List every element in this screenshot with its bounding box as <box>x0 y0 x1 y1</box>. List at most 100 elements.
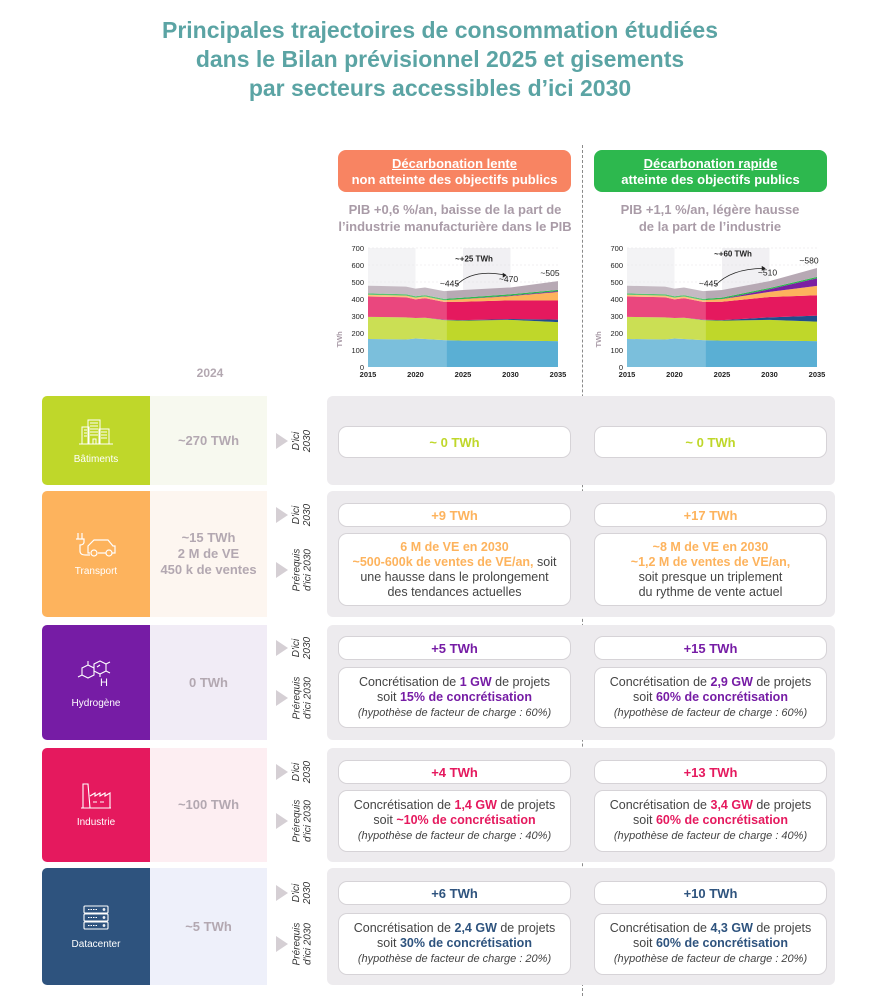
highlight-text: 60% de concrétisation <box>655 936 788 950</box>
value-line: 0 TWh <box>189 674 228 690</box>
label-prereq-arrow-icon <box>276 936 288 952</box>
annotation-label: ~510 <box>758 267 777 277</box>
x-tick-label: 2035 <box>550 370 567 379</box>
arrow-head <box>761 265 766 271</box>
prereq-line: soit 15% de concrétisation <box>377 690 532 705</box>
historical-overlay <box>627 248 706 367</box>
y-tick-label: 700 <box>610 244 623 253</box>
label-prereq-arrow-icon <box>276 561 288 578</box>
label-doici: D'ici 2030 <box>290 754 314 790</box>
sector-2024-value: ~270 TWh <box>150 396 267 485</box>
building-icon <box>79 417 113 450</box>
area-series-0 <box>627 338 817 367</box>
hydrogen-molecule-icon: H <box>76 657 116 694</box>
x-tick-label: 2030 <box>761 370 778 379</box>
sector-2024-value: ~5 TWh <box>150 868 267 985</box>
text: de projets <box>491 674 551 689</box>
annotation-label: ~505 <box>540 268 559 278</box>
gain-box-left: +6 TWh <box>338 881 571 905</box>
x-tick-label: 2025 <box>714 370 731 379</box>
text: de projets <box>496 921 556 935</box>
y-tick-label: 200 <box>351 329 364 338</box>
sector-2024-value: ~100 TWh <box>150 748 267 862</box>
annotation-label: ~470 <box>499 274 518 284</box>
prereq-box-right: Concrétisation de 2,9 GW de projets soit … <box>594 667 827 728</box>
gain-box-left: ~ 0 TWh <box>338 426 571 458</box>
y-tick-label: 500 <box>610 278 623 287</box>
annotation-label: ~445 <box>440 278 459 288</box>
prereq-line: Concrétisation de 1,4 GW de projets <box>354 798 556 813</box>
text: de projets <box>496 798 556 812</box>
highlight-text: ~10% de concrétisation <box>396 813 536 827</box>
label-doici: D'ici 2030 <box>290 630 314 666</box>
y-axis-label: TWh <box>594 331 603 348</box>
consumption-chart-fast: 0 100 200 300 400 500 600 700 2015 2020 2025 2030 20… <box>594 244 826 379</box>
label-doici: D'ici 2030 <box>290 875 314 911</box>
year-2024-header: 2024 <box>196 366 224 380</box>
label-prereq: Prérequis d'ici 2030 <box>290 667 314 728</box>
text: (hypothèse de facteur de charge : 40%) <box>357 830 552 842</box>
sector-tile-bâtiments: Bâtiments <box>42 396 150 485</box>
prereq-line: une hausse dans le prolongement <box>360 570 548 585</box>
text: soit presque un triplement <box>638 569 783 584</box>
label-prereq-arrow-icon <box>276 813 288 829</box>
y-tick-label: 500 <box>351 278 364 287</box>
text: soit <box>633 689 656 704</box>
prereq-line: (hypothèse de facteur de charge : 60%) <box>358 705 551 721</box>
label-doici-text: D'ici 2030 <box>291 636 313 660</box>
prereq-line: 6 M de VE en 2030 <box>400 540 508 555</box>
scenario-context-fast: PIB +1,1 %/an, légère hausse de la part … <box>620 202 800 234</box>
text: Concrétisation de <box>609 921 711 935</box>
text: Concrétisation de <box>609 674 711 689</box>
label-prereq: Prérequis d'ici 2030 <box>290 913 314 975</box>
gain-box-left: +4 TWh <box>338 760 571 784</box>
prereq-line: (hypothèse de facteur de charge : 60%) <box>614 705 807 721</box>
label-doici-text: D'ici 2030 <box>291 503 313 527</box>
gain-box-left: +9 TWh <box>338 503 571 527</box>
highlight-text: 60% de concrétisation <box>655 813 788 827</box>
prereq-box-left: Concrétisation de 1,4 GW de projets soit … <box>338 790 571 852</box>
label-doici-arrow-icon <box>276 507 288 523</box>
area-series-1 <box>627 316 817 342</box>
gain-box-right: +13 TWh <box>594 760 827 784</box>
label-doici-arrow-icon <box>276 640 288 656</box>
label-prereq-text: Prérequis d'ici 2030 <box>291 548 313 591</box>
sector-label: Datacenter <box>71 938 121 950</box>
label-prereq-text: Prérequis d'ici 2030 <box>291 922 313 966</box>
label-prereq-arrow-icon <box>276 689 288 706</box>
highlight-text: 15% de concrétisation <box>399 689 532 704</box>
highlight-text: 3,4 GW <box>710 798 753 812</box>
label-doici-arrow-icon <box>276 432 288 449</box>
text: soit <box>533 554 557 569</box>
prereq-line: Concrétisation de 2,4 GW de projets <box>354 921 556 936</box>
sector-2024-value: ~15 TWh 2 M de VE 450 k de ventes <box>150 491 267 617</box>
gain-box-right: ~ 0 TWh <box>594 426 827 458</box>
text: des tendances actuelles <box>387 584 522 599</box>
x-tick-label: 2035 <box>809 370 826 379</box>
prereq-line: (hypothèse de facteur de charge : 20%) <box>614 951 807 967</box>
prereq-line: soit 30% de concrétisation <box>377 936 532 951</box>
y-tick-label: 0 <box>619 363 623 372</box>
y-tick-label: 600 <box>351 261 364 270</box>
value-line: 450 k de ventes <box>160 562 257 577</box>
gain-box-right: +15 TWh <box>594 636 827 660</box>
area-series-0 <box>368 338 558 367</box>
prereq-line: Concrétisation de 2,9 GW de projets <box>610 675 812 690</box>
prereq-box-left: Concrétisation de 1 GW de projets soit 15… <box>338 667 571 728</box>
prereq-line: (hypothèse de facteur de charge : 40%) <box>358 828 551 844</box>
text: Concrétisation de <box>353 798 455 812</box>
prereq-line: soit presque un triplement <box>639 570 783 585</box>
scenario-header-slow: Décarbonation lente non atteinte des obj… <box>338 150 571 192</box>
text: Concrétisation de <box>353 921 455 935</box>
y-tick-label: 400 <box>351 295 364 304</box>
prereq-line: Concrétisation de 3,4 GW de projets <box>610 798 812 813</box>
y-tick-label: 100 <box>610 346 623 355</box>
value-line: ~5 TWh <box>185 918 232 934</box>
prereq-box-right: ~8 M de VE en 2030 ~1,2 M de ventes de VE… <box>594 533 827 606</box>
text: une hausse dans le prolongement <box>360 569 549 584</box>
highlight-text: 1 GW <box>459 674 492 689</box>
y-tick-label: 100 <box>351 346 364 355</box>
highlight-text: 4,3 GW <box>710 921 753 935</box>
label-prereq: Prérequis d'ici 2030 <box>290 533 314 606</box>
text: soit <box>377 936 400 950</box>
